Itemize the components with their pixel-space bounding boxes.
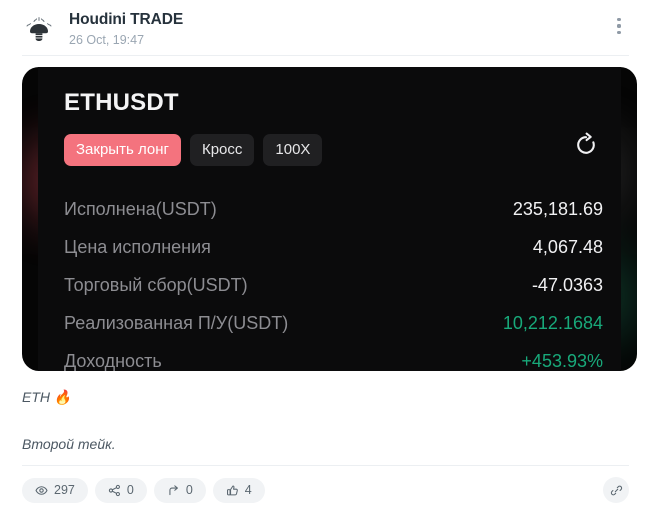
post-body-line: Второй тейк. xyxy=(22,435,116,452)
position-side-badge: Закрыть лонг xyxy=(64,134,181,166)
post-body-line: ETH 🔥 xyxy=(22,389,72,405)
row-value: +453.93% xyxy=(521,350,603,371)
symbol-title: ETHUSDT xyxy=(64,89,179,116)
table-row: Доходность +453.93% xyxy=(64,342,603,371)
thumbs-up-icon xyxy=(226,485,238,495)
row-label: Доходность xyxy=(64,350,162,371)
kebab-dot xyxy=(617,24,621,28)
kebab-menu-icon[interactable] xyxy=(612,16,626,36)
row-label: Торговый сбор(USDT) xyxy=(64,274,248,295)
likes-pill[interactable]: 4 xyxy=(212,477,265,503)
views-count: 297 xyxy=(54,483,75,497)
post-timestamp: 26 Oct, 19:47 xyxy=(69,32,145,47)
row-value: -47.0363 xyxy=(531,274,603,295)
margin-mode-badge: Кросс xyxy=(189,134,255,166)
author-name[interactable]: Houdini TRADE xyxy=(69,11,184,28)
forward-arrow-icon xyxy=(169,484,178,495)
forwards-count: 0 xyxy=(185,483,193,497)
avatar[interactable] xyxy=(22,14,56,48)
share-network-icon xyxy=(108,484,120,496)
views-pill[interactable]: 297 xyxy=(22,477,88,503)
copy-link-button[interactable] xyxy=(603,477,629,503)
leverage-badge: 100X xyxy=(263,134,323,166)
post-footer: 297 0 0 4 xyxy=(0,465,651,515)
row-label: Исполнена(USDT) xyxy=(64,198,217,219)
post-header: Houdini TRADE 26 Oct, 19:47 xyxy=(0,0,651,56)
post-body: ETH 🔥 Второй тейк. xyxy=(0,388,651,454)
table-row: Реализованная П/У(USDT) 10,212.1684 xyxy=(64,304,603,342)
trade-card-wrapper: ETHUSDT Закрыть лонг Кросс 100X Исполнен… xyxy=(22,67,637,371)
eye-icon xyxy=(35,485,48,495)
likes-count: 4 xyxy=(244,483,252,497)
refresh-share-icon[interactable] xyxy=(573,132,599,158)
row-label: Реализованная П/У(USDT) xyxy=(64,312,289,333)
tag-row: Закрыть лонг Кросс 100X xyxy=(64,132,603,166)
link-chain-icon xyxy=(610,485,622,495)
shares-count: 0 xyxy=(126,483,134,497)
row-value: 235,181.69 xyxy=(512,198,603,219)
shares-pill[interactable]: 0 xyxy=(94,477,147,503)
author-block: Houdini TRADE 26 Oct, 19:47 xyxy=(69,12,183,46)
table-row: Цена исполнения 4,067.48 xyxy=(64,228,603,266)
kebab-dot xyxy=(617,30,621,34)
kebab-dot xyxy=(617,18,621,22)
trade-detail-rows: Исполнена(USDT) 235,181.69 Цена исполнен… xyxy=(64,190,603,371)
header-divider xyxy=(22,55,629,56)
forwards-pill[interactable]: 0 xyxy=(153,477,206,503)
table-row: Исполнена(USDT) 235,181.69 xyxy=(64,190,603,228)
trade-card-panel: ETHUSDT Закрыть лонг Кросс 100X Исполнен… xyxy=(38,67,621,371)
trade-card[interactable]: ETHUSDT Закрыть лонг Кросс 100X Исполнен… xyxy=(22,67,637,371)
mushroom-avatar-icon xyxy=(22,14,56,48)
row-label: Цена исполнения xyxy=(64,236,211,257)
row-value: 10,212.1684 xyxy=(502,312,603,333)
row-value: 4,067.48 xyxy=(532,236,603,257)
table-row: Торговый сбор(USDT) -47.0363 xyxy=(64,266,603,304)
footer-divider xyxy=(22,465,629,466)
